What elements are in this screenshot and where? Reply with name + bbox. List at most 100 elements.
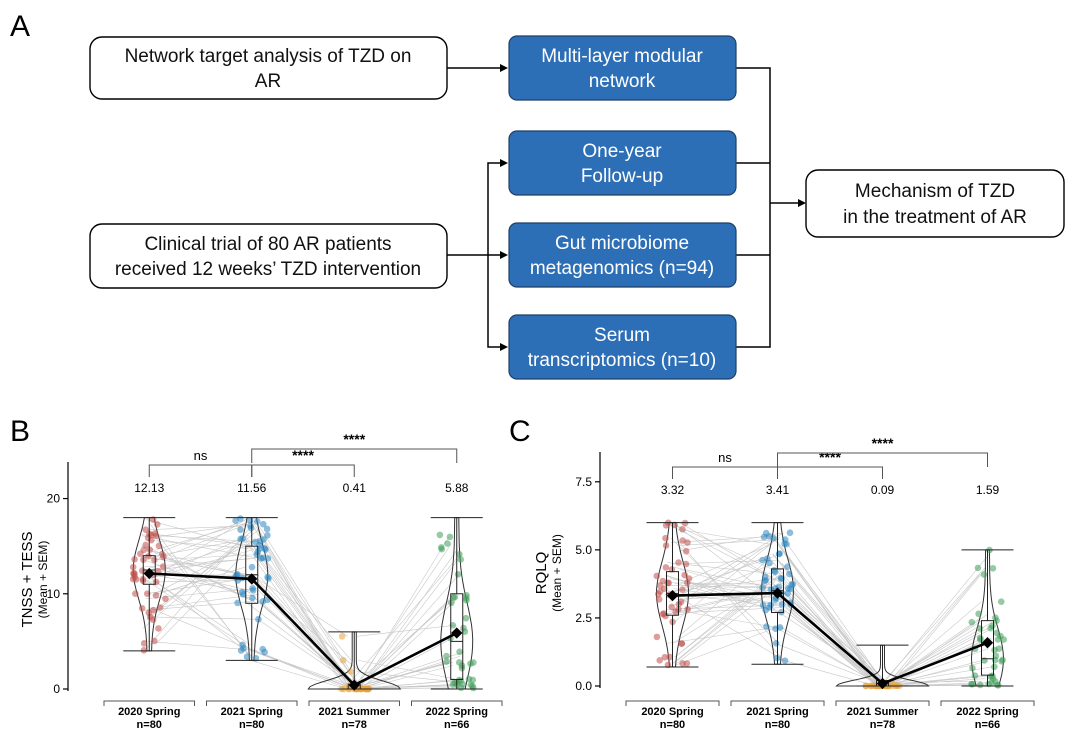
data-point xyxy=(160,553,167,561)
category-label: 2021 Summer xyxy=(847,706,919,718)
y-tick-label: 2.5 xyxy=(575,611,592,625)
pair-line xyxy=(347,554,461,686)
pair-line xyxy=(246,590,358,690)
pair-line xyxy=(666,589,781,659)
mean-value-label: 12.13 xyxy=(134,481,164,495)
arrowhead-modular xyxy=(500,64,508,72)
data-point xyxy=(255,615,262,623)
y-axis-label: RQLQ xyxy=(533,552,550,595)
data-point xyxy=(239,641,246,649)
pair-line xyxy=(155,520,245,555)
chart-c: 0.0 2.5 5.0 7.5 RQLQ (Mean + SEM) 3.32 2020 Spr… xyxy=(533,435,1035,731)
network-line-2: AR xyxy=(255,71,281,92)
significance-label: **** xyxy=(872,435,894,451)
category-label: 2021 Spring xyxy=(221,706,283,718)
mean-marker xyxy=(246,573,258,585)
data-point xyxy=(153,521,161,528)
significance-bracket xyxy=(251,448,458,463)
data-point xyxy=(683,660,691,667)
data-point xyxy=(248,563,256,571)
significance-label: ns xyxy=(718,450,732,465)
mean-marker xyxy=(981,637,994,649)
category-bracket xyxy=(308,700,400,706)
data-point xyxy=(233,570,241,578)
data-point xyxy=(463,594,470,602)
data-point xyxy=(976,625,984,632)
data-point xyxy=(971,672,979,680)
pair-line xyxy=(889,568,987,687)
arrowhead-serum xyxy=(500,343,508,351)
category-label: 2022 Spring xyxy=(426,706,488,718)
pair-line xyxy=(146,527,256,620)
data-point xyxy=(145,553,152,560)
pair-line xyxy=(255,520,362,690)
data-point xyxy=(678,640,685,647)
arrowhead-followup xyxy=(500,159,508,167)
data-point xyxy=(781,536,789,543)
data-point xyxy=(144,534,152,542)
category-bracket xyxy=(411,700,503,706)
pair-line xyxy=(666,522,776,581)
data-point xyxy=(237,515,244,522)
data-point xyxy=(991,646,998,654)
data-point xyxy=(247,522,254,530)
data-point xyxy=(146,546,154,553)
data-point xyxy=(653,572,661,580)
pair-line xyxy=(356,661,450,690)
mean-marker xyxy=(348,679,360,691)
significance-bracket xyxy=(777,452,988,467)
step-box-modular: Multi-layer modular network xyxy=(508,35,737,101)
data-point xyxy=(681,571,688,579)
data-point xyxy=(675,559,682,566)
data-point xyxy=(989,672,996,680)
data-point xyxy=(455,659,463,666)
data-point xyxy=(765,604,773,611)
data-point xyxy=(151,556,158,564)
data-point xyxy=(263,525,271,533)
significance-bracket xyxy=(672,466,778,479)
mean-marker xyxy=(666,589,679,602)
data-point xyxy=(448,599,455,607)
data-point xyxy=(238,588,246,596)
pair-line xyxy=(356,637,453,690)
data-point xyxy=(149,616,157,623)
data-point xyxy=(159,563,167,570)
data-point xyxy=(436,531,444,539)
data-point xyxy=(662,534,669,542)
pair-line xyxy=(156,551,247,644)
pair-line xyxy=(356,671,463,683)
data-point xyxy=(991,678,999,685)
pair-line xyxy=(358,549,458,690)
data-point xyxy=(259,554,267,562)
chart-b: 0 10 20 TNSS + TESS (Mean + SEM) 12.13 2020 Sp… xyxy=(19,431,503,731)
pair-line xyxy=(154,554,257,561)
data-point xyxy=(682,560,690,568)
data-point xyxy=(444,540,451,547)
pair-line xyxy=(774,643,887,687)
data-point xyxy=(237,535,244,543)
data-point xyxy=(975,610,982,618)
pair-line xyxy=(149,594,259,609)
data-point xyxy=(142,541,149,549)
y-tick-label: 7.5 xyxy=(575,475,592,489)
collector-line xyxy=(736,67,771,348)
data-point xyxy=(668,566,676,573)
pair-line xyxy=(348,595,459,690)
mechanism-line-2: in the treatment of AR xyxy=(843,207,1027,228)
data-point xyxy=(778,601,786,608)
data-point xyxy=(152,578,160,586)
data-point xyxy=(655,590,662,598)
data-point xyxy=(989,622,996,630)
pair-line xyxy=(356,625,455,637)
data-point xyxy=(789,581,797,588)
trial-line-2: received 12 weeks’ TZD intervention xyxy=(115,259,421,280)
data-point xyxy=(661,653,669,661)
data-point xyxy=(974,564,982,572)
data-point xyxy=(151,637,158,645)
data-point xyxy=(469,682,476,690)
